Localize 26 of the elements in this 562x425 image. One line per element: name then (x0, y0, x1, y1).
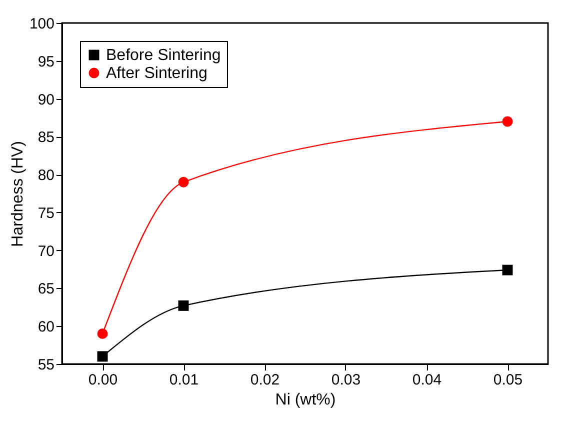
x-tick-label: 0.04 (412, 372, 442, 388)
x-tick-label: 0.01 (169, 372, 199, 388)
y-tick-label: 85 (38, 129, 54, 146)
point (97, 328, 108, 339)
x-tick-label: 0.05 (493, 372, 523, 388)
point (502, 116, 513, 127)
point (178, 300, 189, 311)
x-tick-label: 0.02 (250, 372, 280, 388)
y-tick-label: 80 (38, 167, 54, 184)
legend-label: After Sintering (106, 65, 208, 82)
y-tick-label: 95 (38, 53, 54, 70)
y-tick-label: 65 (38, 280, 54, 298)
y-tick-label: 100 (29, 16, 54, 32)
y-tick-label: 60 (38, 318, 54, 336)
x-axis-title: Ni (wt%) (275, 392, 336, 408)
point (502, 264, 513, 276)
y-tick-label: 90 (38, 91, 54, 108)
y-axis-title: Hardness (HV) (9, 141, 26, 247)
y-tick-label: 55 (38, 356, 54, 374)
point (178, 176, 189, 188)
y-tick-label: 75 (38, 204, 54, 222)
point (97, 351, 108, 362)
legend-label: Before Sintering (106, 47, 221, 64)
y-tick-label: 70 (38, 242, 54, 260)
x-tick-label: 0.03 (331, 372, 361, 388)
x-tick-label: 0.00 (88, 372, 118, 388)
